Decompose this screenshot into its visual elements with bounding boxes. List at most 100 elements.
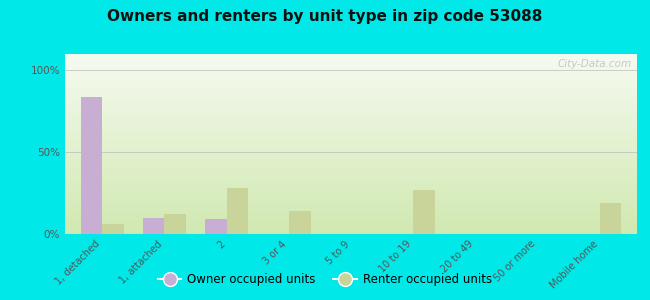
Bar [65,58,637,59]
Bar [65,173,637,175]
Bar [65,72,637,74]
Bar [65,158,637,160]
Bar [65,115,637,117]
Bar [65,191,637,193]
Bar [65,149,637,151]
Bar [65,137,637,139]
Bar [65,187,637,189]
Bar [65,56,637,58]
Bar [65,54,637,56]
Bar [65,194,637,196]
Bar [65,128,637,130]
Bar [413,190,435,234]
Text: Owners and renters by unit type in zip code 53088: Owners and renters by unit type in zip c… [107,9,543,24]
Bar [65,232,637,234]
Bar [65,99,637,101]
Bar [65,160,637,162]
Bar [65,110,637,112]
Bar [65,184,637,185]
Bar [65,104,637,106]
Legend: Owner occupied units, Renter occupied units: Owner occupied units, Renter occupied un… [153,269,497,291]
Bar [65,148,637,149]
Bar [65,70,637,72]
Bar [65,76,637,77]
Bar [65,65,637,67]
Bar [205,219,227,234]
Bar [65,130,637,131]
Bar [65,94,637,95]
Bar [65,67,637,68]
Bar [65,112,637,113]
Bar [65,101,637,103]
Bar [65,193,637,194]
Bar [65,103,637,104]
Bar [65,164,637,166]
Bar [65,171,637,173]
Bar [65,207,637,209]
Bar [65,81,637,83]
Bar [65,182,637,184]
Bar [65,157,637,158]
Bar [164,214,187,234]
Bar [65,189,637,191]
Bar [65,162,637,164]
Bar [600,203,621,234]
Bar [65,63,637,65]
Bar [65,59,637,61]
Bar [65,106,637,108]
Bar [65,133,637,135]
Bar [65,68,637,70]
Bar [65,140,637,142]
Bar [65,126,637,128]
Bar [65,229,637,230]
Bar [65,209,637,211]
Bar [65,83,637,85]
Bar [65,85,637,86]
Bar [65,135,637,137]
Bar [65,220,637,221]
Bar [65,167,637,169]
Bar [65,211,637,212]
Bar [65,124,637,126]
Bar [65,77,637,79]
Bar [65,223,637,225]
Bar [65,227,637,229]
Bar [65,230,637,232]
Bar [65,200,637,202]
Bar [65,113,637,115]
Bar [65,119,637,121]
Bar [65,97,637,99]
Bar [65,212,637,214]
Bar [65,142,637,144]
Bar [65,108,637,110]
Bar [65,203,637,205]
Bar [65,178,637,180]
Bar [65,79,637,81]
Bar [65,216,637,218]
Bar [65,175,637,176]
Bar [65,117,637,119]
Bar [65,151,637,153]
Bar [65,155,637,157]
Bar [65,61,637,63]
Bar [65,198,637,200]
Bar [65,88,637,90]
Bar [289,211,311,234]
Bar [65,185,637,187]
Bar [65,86,637,88]
Bar [65,90,637,92]
Bar [65,92,637,94]
Bar [65,166,637,167]
Bar [65,214,637,216]
Bar [65,218,637,220]
Bar [65,74,637,76]
Bar [65,205,637,207]
Bar [65,139,637,140]
Bar [65,121,637,122]
Bar [65,176,637,178]
Bar [65,122,637,124]
Bar [65,169,637,171]
Bar [143,218,164,234]
Bar [65,144,637,146]
Bar [65,95,637,97]
